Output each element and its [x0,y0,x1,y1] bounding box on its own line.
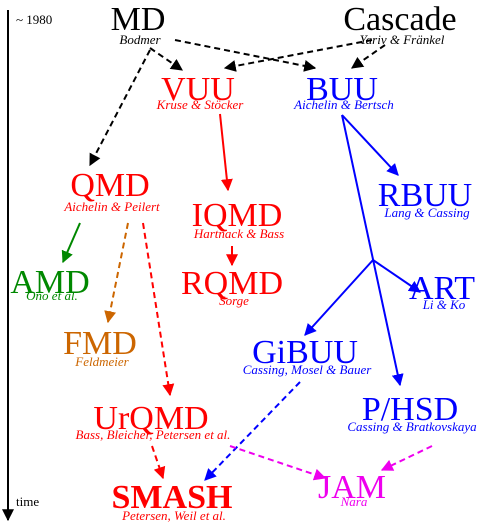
node-authors: Aichelin & Bertsch [293,97,394,112]
node-label: UrQMD [93,400,208,437]
node-authors: Petersen, Weil et al. [121,508,226,523]
arrow [223,39,373,72]
node-label: Cascade [343,1,456,38]
arrow [219,113,233,192]
node-authors: Ono et al. [26,288,78,303]
node-label: MD [111,1,166,38]
node-authors: Lang & Cassing [383,205,470,220]
arrow [372,259,421,293]
arrow [351,44,386,69]
node-authors: Cassing & Bratkovskaya [347,419,477,434]
node-label: VUU [161,71,235,108]
node-label: IQMD [192,197,283,234]
node-label: GiBUU [252,334,358,371]
arrow [304,259,374,336]
node-label: RQMD [181,265,283,302]
node-label: FMD [63,325,137,362]
time-end: time [16,494,39,509]
time-start: ~ 1980 [16,12,52,27]
node-label: SMASH [112,479,233,516]
arrow [204,381,301,481]
node-label: QMD [70,167,149,204]
node-authors: Nara [340,494,368,509]
arrow [174,39,317,72]
node-authors: Hartnack & Bass [193,226,284,241]
arrow [142,222,175,397]
node-authors: Bass, Bleicher, Petersen et al. [76,427,231,442]
arrow [89,49,151,167]
node-label: AMD [10,264,89,301]
timeline: ~ 1980 time [2,10,52,522]
arrow [380,445,433,471]
node-label: JAM [318,469,386,506]
node-authors: Yariv & Fränkel [360,32,445,47]
arrow [341,114,404,387]
node-label: ART [409,270,475,307]
node-authors: Feldmeier [74,354,129,369]
node-authors: Li & Ko [422,297,466,312]
arrows [61,39,433,481]
arrow [341,114,399,176]
node-authors: Bodmer [119,32,161,47]
node-label: BUU [306,71,378,108]
node-authors: Sorge [219,293,249,308]
node-authors: Aichelin & Peilert [63,199,160,214]
arrow [149,47,183,71]
arrow [229,445,327,481]
node-label: P/HSD [362,391,458,428]
node-label: RBUU [378,177,472,214]
node-authors: Kruse & Stöcker [156,97,245,112]
node-authors: Cassing, Mosel & Bauer [243,362,372,377]
arrow [151,445,166,480]
arrow [61,222,81,264]
arrow [104,222,129,324]
